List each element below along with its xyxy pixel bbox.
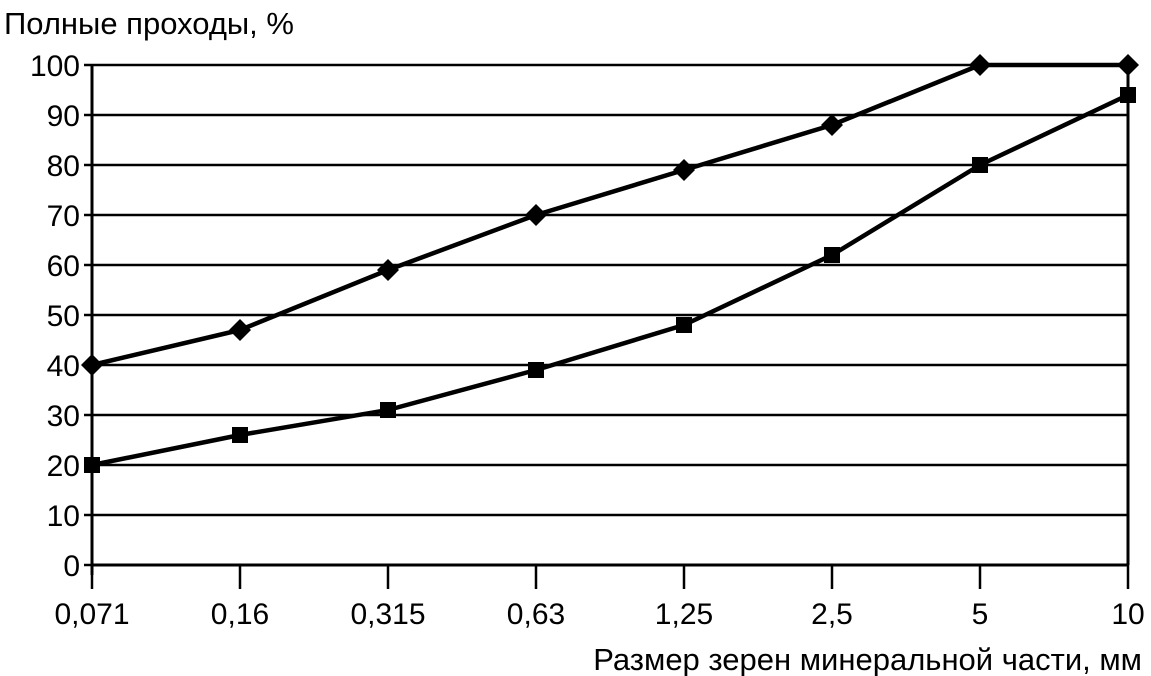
- square-marker-7: [1120, 87, 1136, 103]
- y-tick-label-10: 10: [47, 500, 80, 533]
- x-tick-label-4: 1,25: [655, 598, 713, 631]
- y-tick-label-70: 70: [47, 200, 80, 233]
- diamond-marker-2: [377, 259, 399, 281]
- square-marker-3: [528, 362, 544, 378]
- square-marker-4: [676, 317, 692, 333]
- y-axis-title: Полные проходы, %: [4, 6, 294, 41]
- y-tick-label-60: 60: [47, 250, 80, 283]
- x-tick-label-5: 2,5: [811, 598, 853, 631]
- square-marker-6: [972, 157, 988, 173]
- x-tick-label-0: 0,071: [54, 598, 129, 631]
- y-tick-labels: 0 10 20 30 40 50 60 70 80 90 100: [30, 50, 80, 583]
- square-marker-2: [380, 402, 396, 418]
- x-tick-label-2: 0,315: [350, 598, 425, 631]
- x-axis-title: Размер зерен минеральной части, мм: [593, 642, 1142, 676]
- diamond-marker-6: [969, 54, 991, 76]
- square-marker-1: [232, 427, 248, 443]
- square-marker-5: [824, 247, 840, 263]
- square-marker-0: [84, 457, 100, 473]
- y-tick-label-80: 80: [47, 150, 80, 183]
- y-tick-label-30: 30: [47, 400, 80, 433]
- grid-lines: [92, 63, 1128, 517]
- series-group: [81, 54, 1139, 473]
- diamond-marker-1: [229, 319, 251, 341]
- diamond-marker-7: [1117, 54, 1139, 76]
- x-tick-label-7: 10: [1111, 598, 1144, 631]
- y-tick-label-20: 20: [47, 450, 80, 483]
- diamond-marker-5: [821, 114, 843, 136]
- x-tick-labels: 0,071 0,16 0,315 0,63 1,25 2,5 5 10: [54, 598, 1144, 631]
- y-tick-label-90: 90: [47, 100, 80, 133]
- x-tick-label-1: 0,16: [211, 598, 269, 631]
- series-line-1: [91, 62, 1128, 368]
- x-tick-label-6: 5: [972, 598, 989, 631]
- diamond-marker-4: [673, 159, 695, 181]
- y-tick-label-100: 100: [30, 50, 80, 83]
- series-line-2: [91, 92, 1129, 468]
- x-tick-label-3: 0,63: [507, 598, 565, 631]
- y-tick-label-40: 40: [47, 350, 80, 383]
- diamond-marker-3: [525, 204, 547, 226]
- diamond-marker-0: [81, 354, 103, 376]
- y-tick-label-50: 50: [47, 300, 80, 333]
- y-tick-label-0: 0: [63, 550, 80, 583]
